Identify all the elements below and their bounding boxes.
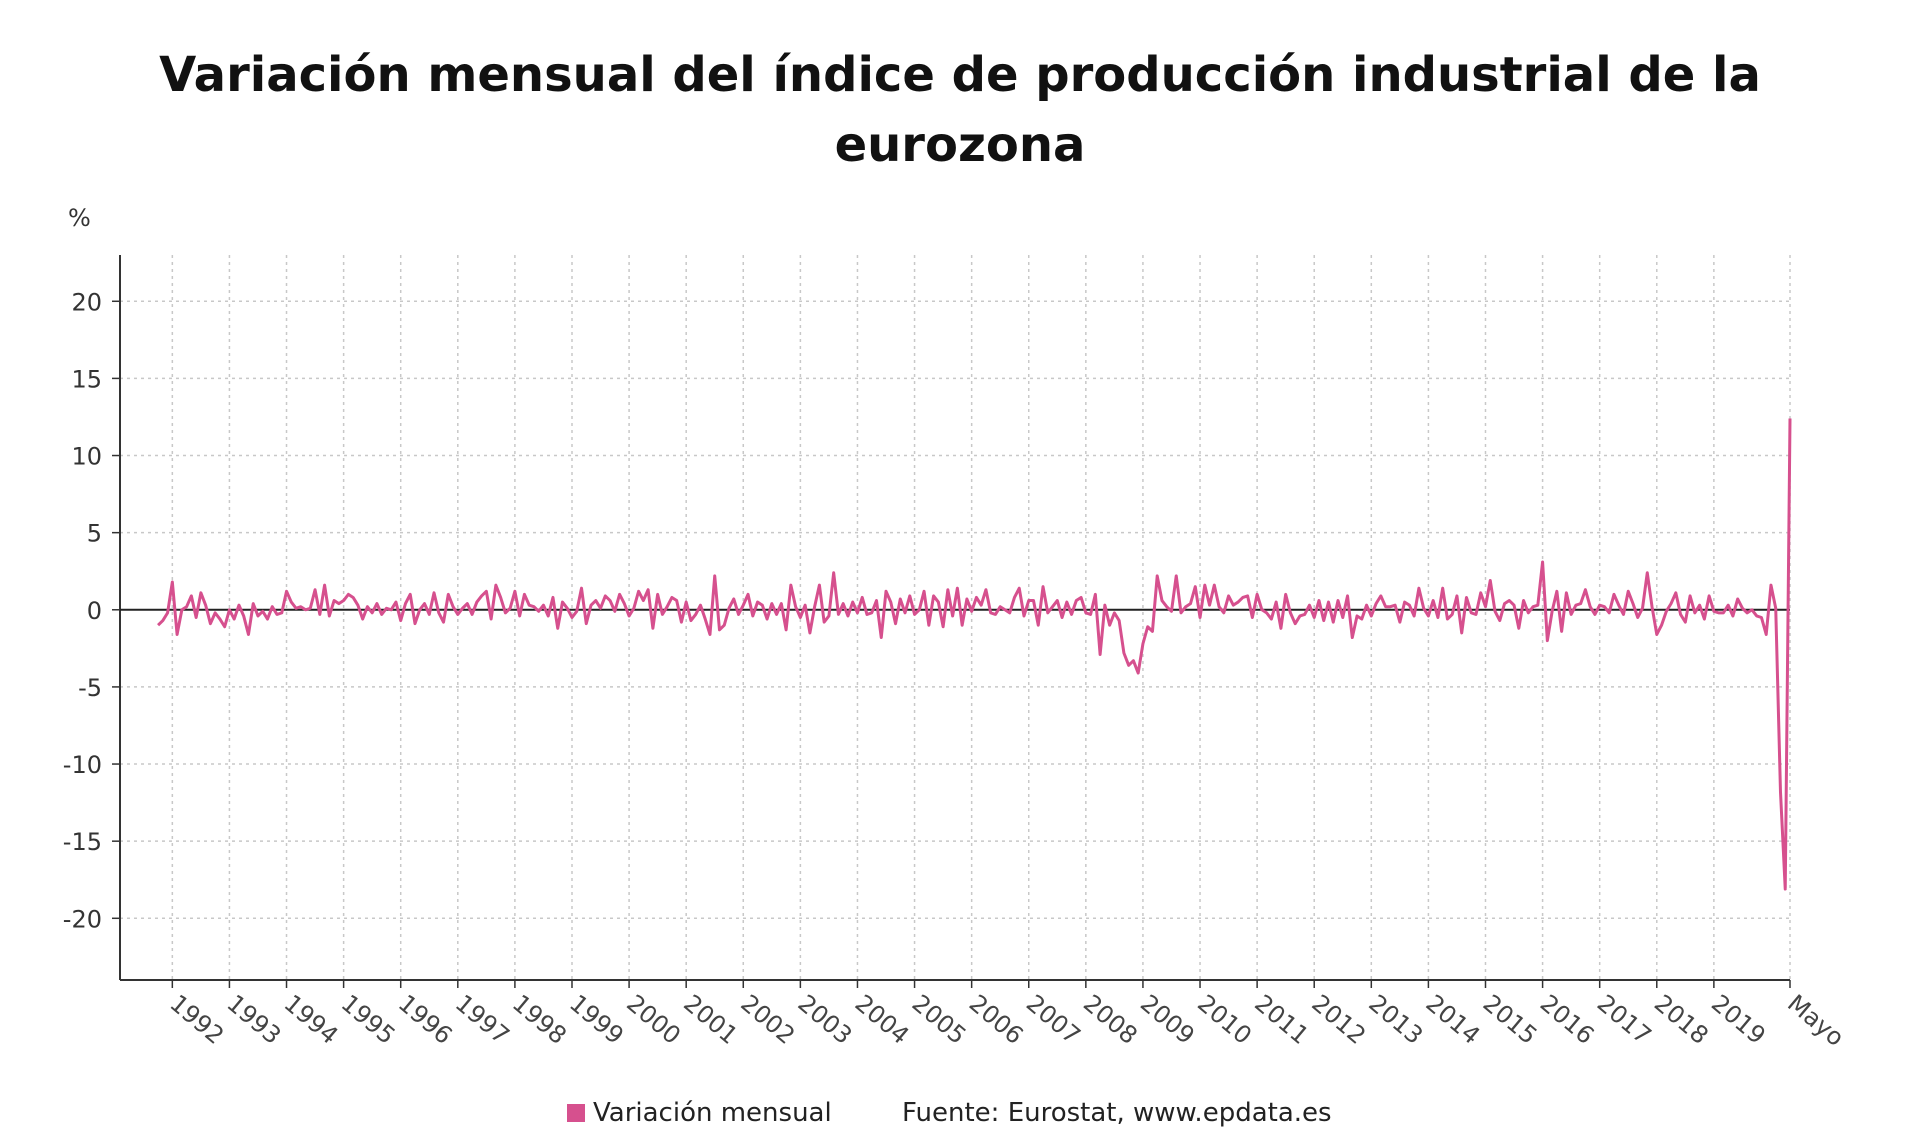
x-tick-label: 2014 — [1421, 989, 1486, 1050]
x-tick-label: 2003 — [793, 989, 858, 1050]
grid-lines — [120, 255, 1791, 980]
x-tick-label: 2013 — [1363, 989, 1428, 1050]
series-line-variacion-mensual — [157, 418, 1792, 891]
x-tick-label: 2009 — [1135, 989, 1200, 1050]
x-tick-label: 2012 — [1306, 989, 1371, 1050]
y-axis-label: % — [68, 204, 91, 232]
x-tick-label: 2008 — [1078, 989, 1143, 1050]
x-tick-label: 1998 — [507, 989, 572, 1050]
x-tick-label: 2002 — [735, 989, 800, 1050]
x-tick-label: Mayo — [1782, 989, 1849, 1052]
y-tick-label: 20 — [71, 288, 102, 316]
x-tick-label: 1993 — [222, 989, 287, 1050]
x-tick-label: 2018 — [1649, 989, 1714, 1050]
y-tick-label: -15 — [63, 828, 102, 856]
x-tick-label: 2000 — [621, 989, 686, 1050]
y-tick-labels: 20 15 10 5 0 -5 -10 -15 -20 — [63, 288, 102, 933]
chart-title-line-1: Variación mensual del índice de producci… — [159, 47, 1761, 103]
chart-footer: Variación mensual Fuente: Eurostat, www.… — [0, 1098, 1920, 1128]
x-tick-label: 1994 — [279, 989, 344, 1050]
x-tick-label: 2015 — [1478, 989, 1543, 1050]
x-tick-label: 2007 — [1021, 989, 1086, 1050]
y-tick-label: -20 — [63, 905, 102, 933]
y-tick-label: 10 — [71, 443, 102, 471]
y-tick-label: 0 — [87, 597, 102, 625]
x-tick-label: 2011 — [1249, 989, 1314, 1050]
y-tick-label: 15 — [71, 365, 102, 393]
x-tick-label: 1995 — [336, 989, 401, 1050]
y-tick-label: -10 — [63, 751, 102, 779]
x-tick-label: 1992 — [164, 989, 229, 1050]
axes — [112, 255, 1791, 988]
y-tick-label: -5 — [78, 674, 102, 702]
legend-swatch — [567, 1104, 585, 1122]
x-tick-label: 2017 — [1592, 989, 1657, 1050]
x-tick-labels: 1992199319941995199619971998199920002001… — [164, 989, 1849, 1052]
x-tick-label: 2016 — [1535, 989, 1600, 1050]
series-group — [157, 418, 1792, 891]
legend: Variación mensual — [567, 1098, 832, 1128]
x-tick-label: 2001 — [678, 989, 743, 1050]
source-note: Fuente: Eurostat, www.epdata.es — [902, 1098, 1332, 1128]
x-tick-label: 1999 — [564, 989, 629, 1050]
x-tick-label: 2019 — [1706, 989, 1771, 1050]
y-tick-label: 5 — [87, 520, 102, 548]
x-tick-label: 2005 — [907, 989, 972, 1050]
x-tick-label: 2006 — [964, 989, 1029, 1050]
legend-label: Variación mensual — [593, 1098, 832, 1128]
x-tick-label: 2004 — [850, 989, 915, 1050]
x-tick-label: 2010 — [1192, 989, 1257, 1050]
chart-title: Variación mensual del índice de producci… — [0, 40, 1920, 180]
x-tick-label: 1997 — [450, 989, 515, 1050]
x-tick-label: 1996 — [393, 989, 458, 1050]
chart-title-line-2: eurozona — [834, 117, 1086, 173]
